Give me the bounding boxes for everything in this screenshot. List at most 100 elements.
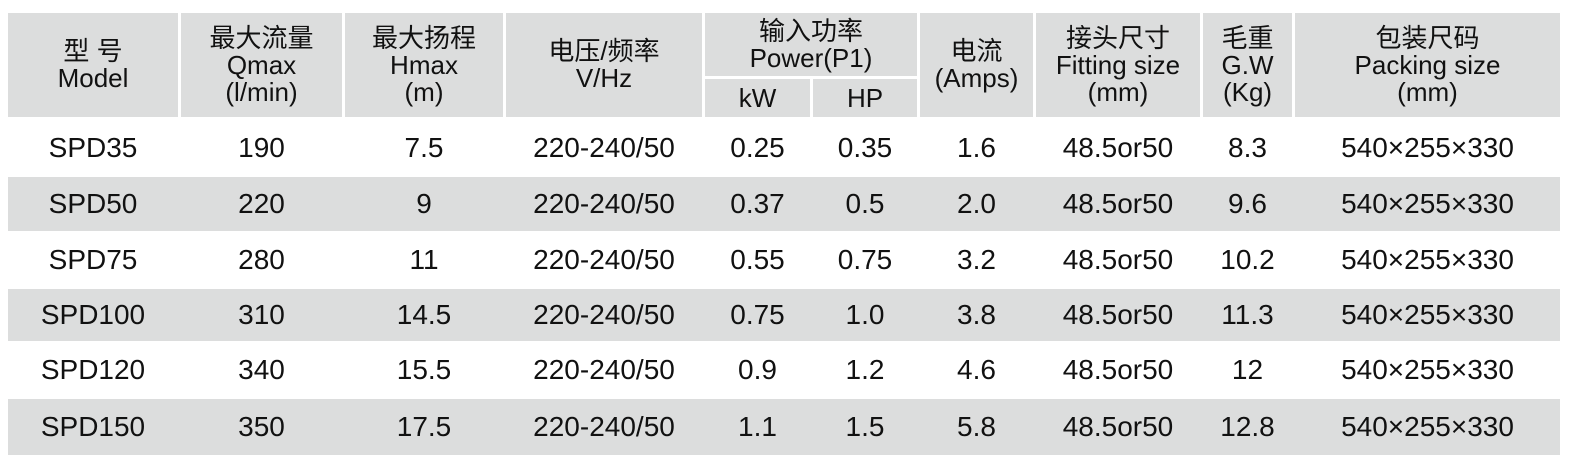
cell-text: 2.0 xyxy=(957,188,996,219)
header-text: Model xyxy=(57,63,129,93)
row-background xyxy=(8,177,1560,231)
cell-text: 9.6 xyxy=(1228,188,1267,219)
header-text: V/Hz xyxy=(575,63,633,93)
table-cell: 0.75 xyxy=(705,289,810,341)
cell-text: 5.8 xyxy=(957,411,996,442)
header-cell: 最大流量 Qmax (l/min) xyxy=(181,13,342,117)
cell-text: 540×255×330 xyxy=(1341,354,1514,385)
table-cell: 0.37 xyxy=(705,177,810,231)
header-text: 毛重 xyxy=(1221,22,1274,53)
table-cell: 48.5or50 xyxy=(1036,399,1200,455)
table-cell: 0.55 xyxy=(705,233,810,287)
table-cell: 220-240/50 xyxy=(506,177,702,231)
row-background xyxy=(8,399,1560,455)
cell-text: 4.6 xyxy=(957,354,996,385)
cell-text: 3.2 xyxy=(957,244,996,275)
cell-text: 9 xyxy=(416,188,432,219)
header-text: 电压/频率 xyxy=(548,36,660,66)
table-cell: 0.25 xyxy=(705,121,810,175)
table-cell: 280 xyxy=(181,233,342,287)
header-text: 型 号 xyxy=(63,36,123,66)
cell-text: 1.6 xyxy=(957,132,996,163)
table-cell: SPD75 xyxy=(8,233,178,287)
table-cell: 1.1 xyxy=(705,399,810,455)
cell-text: 7.5 xyxy=(404,132,444,163)
table-cell: 9.6 xyxy=(1203,177,1292,231)
table-cell: 540×255×330 xyxy=(1295,121,1560,175)
cell-text: 220-240/50 xyxy=(533,244,675,275)
table-cell: 48.5or50 xyxy=(1036,177,1200,231)
cell-text: 280 xyxy=(238,244,285,275)
cell-text: 0.35 xyxy=(837,132,893,163)
header-text: HP xyxy=(846,82,884,113)
header-text: 电流 xyxy=(950,36,1003,66)
cell-text: 190 xyxy=(238,132,285,163)
table-cell: 12 xyxy=(1203,343,1292,397)
table-cell: SPD35 xyxy=(8,121,178,175)
table-cell: 2.0 xyxy=(920,177,1033,231)
table-cell: 48.5or50 xyxy=(1036,233,1200,287)
cell-text: 0.55 xyxy=(730,244,785,275)
cell-text: 0.37 xyxy=(730,188,785,219)
header-text: (l/min) xyxy=(225,76,298,107)
table-cell: 10.2 xyxy=(1203,233,1292,287)
table-cell: 11.3 xyxy=(1203,289,1292,341)
cell-text: 14.5 xyxy=(396,299,452,330)
table-cell: 1.0 xyxy=(813,289,917,341)
cell-text: 48.5or50 xyxy=(1062,411,1174,442)
table-cell: 4.6 xyxy=(920,343,1033,397)
table-cell: 3.8 xyxy=(920,289,1033,341)
cell-text: 220-240/50 xyxy=(533,299,675,330)
table-cell: 310 xyxy=(181,289,342,341)
table-cell: 11 xyxy=(345,233,503,287)
cell-text: 220-240/50 xyxy=(533,411,675,442)
header-cell: 电压/频率 V/Hz xyxy=(506,13,702,117)
header-text: G.W xyxy=(1221,49,1274,80)
cell-text: 48.5or50 xyxy=(1062,244,1174,275)
header-text: 接头尺寸 xyxy=(1065,22,1170,53)
cell-text: 1.2 xyxy=(845,354,885,385)
header-text: 最大扬程 xyxy=(371,22,476,53)
table-cell: 1.5 xyxy=(813,399,917,455)
table-cell: 48.5or50 xyxy=(1036,343,1200,397)
table-cell: 12.8 xyxy=(1203,399,1292,455)
table-cell: SPD50 xyxy=(8,177,178,231)
table-cell: 48.5or50 xyxy=(1036,289,1200,341)
header-text: (Amps) xyxy=(934,63,1019,93)
table-cell: 1.2 xyxy=(813,343,917,397)
cell-text: 220-240/50 xyxy=(533,188,675,219)
cell-text: 17.5 xyxy=(396,411,452,442)
header-text: Fitting size xyxy=(1055,49,1181,80)
cell-text: 1.5 xyxy=(845,411,885,442)
cell-text: SPD35 xyxy=(48,132,138,163)
cell-text: 10.2 xyxy=(1220,244,1275,275)
table-cell: 340 xyxy=(181,343,342,397)
table-cell: 14.5 xyxy=(345,289,503,341)
table-cell: 220-240/50 xyxy=(506,121,702,175)
cell-text: 350 xyxy=(238,411,285,442)
cell-text: 48.5or50 xyxy=(1062,299,1174,330)
cell-text: 0.75 xyxy=(730,299,785,330)
table-cell: 350 xyxy=(181,399,342,455)
cell-text: 0.9 xyxy=(738,354,777,385)
table-cell: 540×255×330 xyxy=(1295,177,1560,231)
header-cell: 最大扬程 Hmax (m) xyxy=(345,13,503,117)
cell-text: SPD75 xyxy=(48,244,138,275)
table-cell: 0.9 xyxy=(705,343,810,397)
table-cell: 48.5or50 xyxy=(1036,121,1200,175)
header-cell: 接头尺寸 Fitting size (mm) xyxy=(1036,13,1200,117)
header-text: Hmax xyxy=(390,49,458,80)
header-cell: 包装尺码 Packing size (mm) xyxy=(1295,13,1560,117)
table-cell: 17.5 xyxy=(345,399,503,455)
header-text: Packing size xyxy=(1354,49,1501,80)
cell-text: 1.1 xyxy=(738,411,777,442)
header-text: 最大流量 xyxy=(209,22,314,53)
cell-text: 8.3 xyxy=(1228,132,1267,163)
header-text: (mm) xyxy=(1087,76,1149,107)
cell-text: 540×255×330 xyxy=(1341,244,1514,275)
table-cell: 220 xyxy=(181,177,342,231)
sub-header-cell: kW xyxy=(705,79,810,117)
header-text: 包装尺码 xyxy=(1375,22,1480,53)
table-cell: 220-240/50 xyxy=(506,399,702,455)
